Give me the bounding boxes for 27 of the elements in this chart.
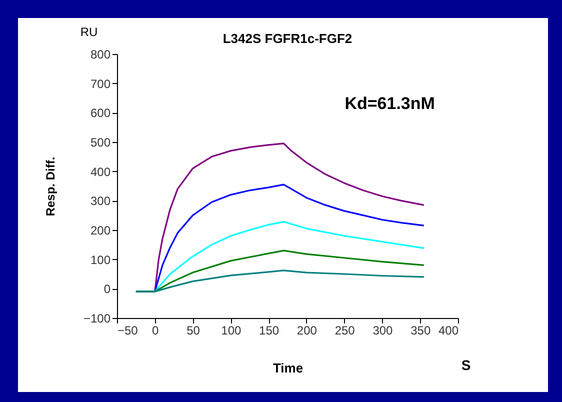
y-tick-label: −100 <box>83 312 111 326</box>
text: S <box>461 357 471 373</box>
y-tick-label: 800 <box>90 48 111 62</box>
x-tick-label: 250 <box>334 324 356 338</box>
x-tick-label: 100 <box>221 324 242 338</box>
y-axis-title: Resp. Diff. <box>43 156 58 216</box>
x-tick-label: 300 <box>372 324 394 338</box>
y-tick-label: 0 <box>104 282 111 296</box>
y-tick-label: 500 <box>90 136 111 150</box>
x-tick-label: 350 <box>410 324 431 338</box>
y-tick-label: 700 <box>90 76 111 91</box>
chart-title: L342S FGFR1c-FGF2 <box>222 31 352 46</box>
y-tick-label: 100 <box>90 252 111 267</box>
x-tick-label: 50 <box>186 324 200 338</box>
annotation: Kd=61.3nM <box>344 94 435 114</box>
x-tick-label: 400 <box>438 324 459 338</box>
x-axis-title: Time <box>272 360 304 376</box>
x-tick-label: −50 <box>118 324 138 338</box>
y-tick-label: 300 <box>90 194 111 208</box>
text: RU <box>80 25 98 39</box>
y-tick-label: 600 <box>90 106 111 120</box>
x-tick-label: 0 <box>152 324 160 338</box>
y-tick-label: 400 <box>90 164 111 179</box>
y-tick-label: 200 <box>90 224 111 238</box>
x-tick-label: 150 <box>259 324 280 338</box>
x-tick-label: 200 <box>296 324 318 338</box>
line-series <box>135 270 425 292</box>
